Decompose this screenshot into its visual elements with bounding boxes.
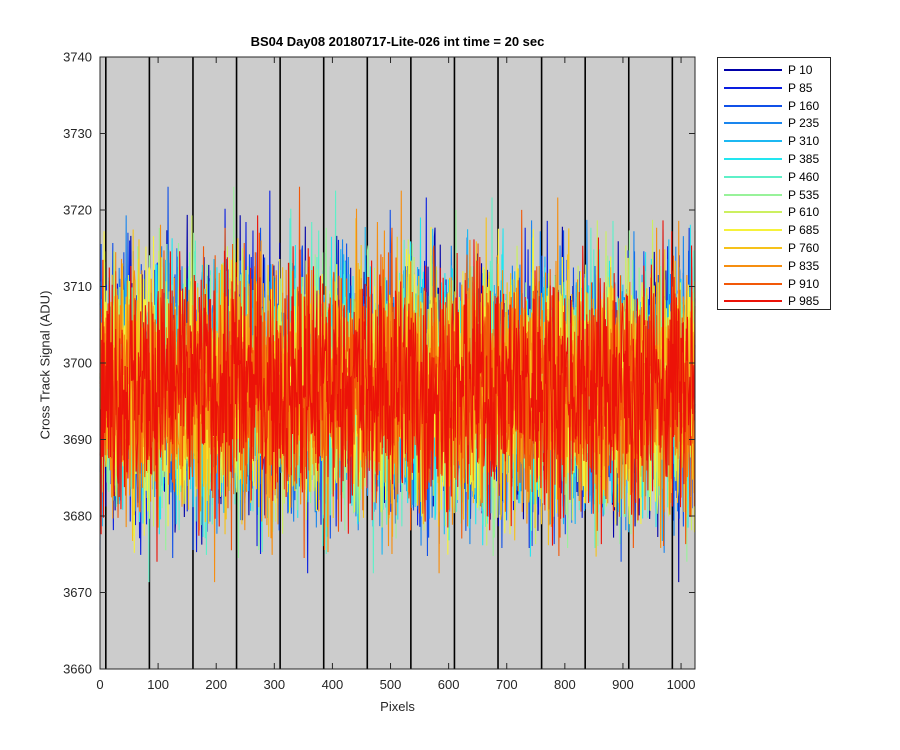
legend-swatch xyxy=(724,247,782,249)
legend-swatch xyxy=(724,193,782,196)
legend-item: P 535 xyxy=(724,186,819,204)
legend-swatch xyxy=(724,86,782,89)
y-tick-label: 3720 xyxy=(63,203,92,218)
legend-label: P 85 xyxy=(788,80,813,95)
legend-item: P 610 xyxy=(724,203,819,221)
legend-item: P 385 xyxy=(724,150,819,168)
chart-title: BS04 Day08 20180717-Lite-026 int time = … xyxy=(250,34,545,49)
legend-item: P 85 xyxy=(724,79,812,97)
legend-swatch xyxy=(724,264,782,267)
x-tick-label: 0 xyxy=(96,677,103,692)
y-axis-label: Cross Track Signal (ADU) xyxy=(37,290,53,440)
legend-label: P 460 xyxy=(788,169,820,184)
legend-label: P 160 xyxy=(788,98,820,113)
legend-item: P 685 xyxy=(724,221,819,239)
legend-item: P 310 xyxy=(724,132,819,150)
legend-item: P 910 xyxy=(724,275,819,293)
legend-swatch xyxy=(724,69,782,71)
y-tick-label: 3710 xyxy=(63,279,92,294)
legend-swatch xyxy=(724,229,782,232)
legend-swatch xyxy=(724,175,782,178)
x-tick-label: 1000 xyxy=(667,677,696,692)
y-tick-label: 3700 xyxy=(63,356,92,371)
y-axis: 3660 3670 3680 3690 3700 3710 3720 3730 3740 xyxy=(63,50,695,677)
y-tick-label: 3670 xyxy=(63,585,92,600)
legend-label: P 760 xyxy=(788,241,820,255)
y-tick-label: 3730 xyxy=(63,126,92,141)
legend-swatch xyxy=(724,104,782,107)
legend-swatch xyxy=(724,300,782,303)
y-tick-label: 3680 xyxy=(63,509,92,524)
legend-label: P 310 xyxy=(788,134,820,149)
legend-label: P 910 xyxy=(788,276,820,291)
x-axis-label: Pixels xyxy=(380,699,415,714)
x-axis: 0 100 200 300 400 500 600 700 800 900 1000 xyxy=(96,57,696,692)
x-tick-label: 400 xyxy=(322,677,344,692)
legend-swatch xyxy=(724,211,782,214)
legend-label: P 835 xyxy=(788,258,820,273)
legend-label: P 235 xyxy=(788,116,820,131)
x-tick-label: 100 xyxy=(147,677,169,692)
legend-label: P 10 xyxy=(788,63,813,77)
legend-item: P 235 xyxy=(724,114,819,132)
x-tick-label: 900 xyxy=(612,677,634,692)
legend-item: P 760 xyxy=(724,239,819,257)
legend-label: P 610 xyxy=(788,205,820,220)
x-tick-label: 600 xyxy=(438,677,460,692)
series-line-p985 xyxy=(99,215,696,562)
legend-swatch xyxy=(724,122,782,125)
legend-item: P 160 xyxy=(724,97,819,115)
y-tick-label: 3690 xyxy=(63,432,92,447)
x-tick-label: 500 xyxy=(380,677,402,692)
legend-label: P 385 xyxy=(788,152,820,166)
legend-item: P 10 xyxy=(724,61,812,79)
legend-item: P 460 xyxy=(724,168,819,186)
legend-swatch xyxy=(724,140,782,143)
x-tick-label: 300 xyxy=(263,677,285,692)
y-tick-label: 3740 xyxy=(63,50,92,65)
legend-swatch xyxy=(724,158,782,160)
legend-label: P 685 xyxy=(788,223,820,238)
series-layer xyxy=(99,186,696,583)
y-tick-label: 3660 xyxy=(63,662,92,677)
legend-label: P 535 xyxy=(788,187,820,202)
x-tick-label: 200 xyxy=(205,677,227,692)
x-tick-label: 700 xyxy=(496,677,518,692)
legend: P 10 P 85 P 160 P 235 P 310 P 385 P 460 P 535 P … xyxy=(717,57,831,310)
x-tick-label: 800 xyxy=(554,677,576,692)
legend-item: P 985 xyxy=(724,292,819,310)
legend-label: P 985 xyxy=(788,294,820,309)
legend-item: P 835 xyxy=(724,257,819,275)
legend-swatch xyxy=(724,282,782,285)
